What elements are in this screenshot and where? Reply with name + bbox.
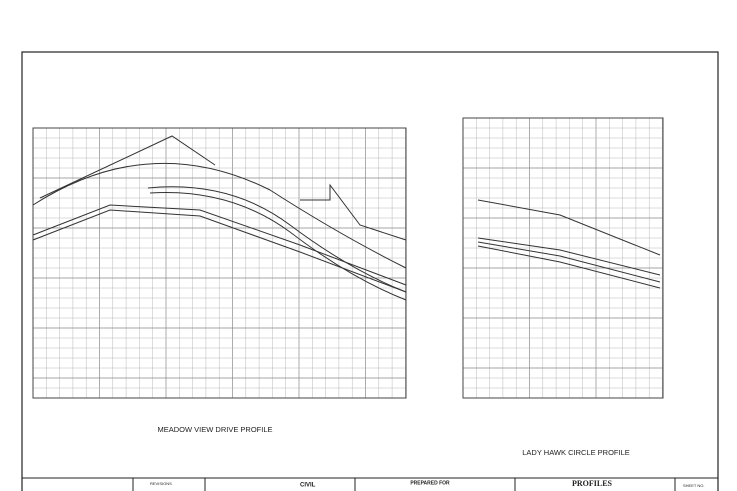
right-profile-grid <box>462 117 664 399</box>
existing-ground <box>477 199 661 256</box>
existing-ground <box>32 162 407 269</box>
sheet-title: PROFILES <box>572 479 613 488</box>
civil-label: CIVIL <box>300 483 316 489</box>
vertical-curve-tangent <box>39 135 216 199</box>
sheet-border <box>21 51 719 491</box>
utility-line <box>477 245 661 289</box>
ground-profile <box>300 183 407 241</box>
right-profile-title: LADY HAWK CIRCLE PROFILE <box>522 448 630 457</box>
grid-frame <box>462 117 664 399</box>
left-profile-grid <box>32 127 407 399</box>
proposed-grade <box>147 186 407 293</box>
utility-line <box>32 204 407 286</box>
sheet-no-label: SHEET NO. <box>683 483 705 488</box>
proposed-grade <box>477 241 661 283</box>
right-profile-lines <box>477 199 661 289</box>
proposed-grade <box>149 192 407 301</box>
title-block: REVISIONS CIVIL PREPARED FOR PROFILES SH… <box>22 477 718 491</box>
prepared-for-label: PREPARED FOR <box>410 480 450 486</box>
utility-line <box>32 209 407 293</box>
revisions-label: REVISIONS <box>150 481 172 486</box>
left-profile-lines <box>32 135 407 301</box>
proposed-grade <box>477 237 661 276</box>
left-profile-title: MEADOW VIEW DRIVE PROFILE <box>157 425 272 434</box>
grid-frame <box>32 127 407 399</box>
